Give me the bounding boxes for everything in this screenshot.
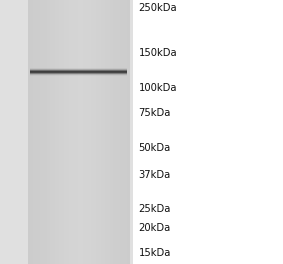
Bar	[125, 0, 127, 264]
Bar	[108, 0, 110, 264]
Bar	[54, 0, 55, 264]
Text: 100kDa: 100kDa	[139, 83, 177, 93]
Bar	[117, 0, 118, 264]
Bar	[0, 0, 133, 264]
Bar	[57, 0, 59, 264]
Bar	[33, 0, 35, 264]
Bar	[115, 0, 117, 264]
Bar	[67, 0, 69, 264]
Bar	[74, 0, 76, 264]
Bar	[52, 0, 54, 264]
Bar	[78, 0, 79, 264]
Text: 25kDa: 25kDa	[139, 204, 171, 214]
Bar	[101, 0, 103, 264]
Bar	[30, 0, 32, 264]
Bar	[49, 0, 50, 264]
Bar	[127, 0, 128, 264]
Bar	[120, 0, 122, 264]
Bar	[37, 0, 38, 264]
Bar	[96, 0, 98, 264]
Text: 75kDa: 75kDa	[139, 108, 171, 118]
Bar	[86, 0, 88, 264]
Bar	[32, 0, 33, 264]
Bar	[113, 0, 115, 264]
Bar	[81, 0, 83, 264]
Bar	[62, 0, 64, 264]
Bar	[47, 0, 49, 264]
Bar	[28, 0, 130, 264]
Bar	[69, 0, 71, 264]
Bar	[71, 0, 72, 264]
Bar	[103, 0, 105, 264]
Bar	[79, 0, 81, 264]
Bar	[66, 0, 67, 264]
Bar	[28, 0, 30, 264]
Bar	[98, 0, 100, 264]
Bar	[88, 0, 89, 264]
Text: 37kDa: 37kDa	[139, 170, 171, 180]
Bar	[110, 0, 112, 264]
Bar	[122, 0, 123, 264]
Text: 50kDa: 50kDa	[139, 143, 171, 153]
Text: 20kDa: 20kDa	[139, 223, 171, 233]
Bar	[89, 0, 91, 264]
Bar	[128, 0, 130, 264]
Bar	[55, 0, 57, 264]
Bar	[83, 0, 84, 264]
Text: 150kDa: 150kDa	[139, 48, 177, 58]
Bar	[91, 0, 93, 264]
Bar	[105, 0, 106, 264]
Bar	[61, 0, 62, 264]
Bar	[95, 0, 96, 264]
Bar	[50, 0, 52, 264]
Bar	[64, 0, 66, 264]
Bar	[100, 0, 101, 264]
Bar	[118, 0, 120, 264]
Bar	[59, 0, 61, 264]
Bar	[72, 0, 74, 264]
Bar	[40, 0, 42, 264]
Text: 15kDa: 15kDa	[139, 248, 171, 258]
Bar	[38, 0, 40, 264]
Bar	[123, 0, 125, 264]
Bar	[84, 0, 86, 264]
Text: 250kDa: 250kDa	[139, 3, 177, 13]
Bar	[45, 0, 47, 264]
Bar	[35, 0, 37, 264]
Bar	[44, 0, 45, 264]
Bar	[112, 0, 113, 264]
Bar	[106, 0, 108, 264]
Bar	[42, 0, 44, 264]
Bar	[93, 0, 95, 264]
Bar	[76, 0, 78, 264]
